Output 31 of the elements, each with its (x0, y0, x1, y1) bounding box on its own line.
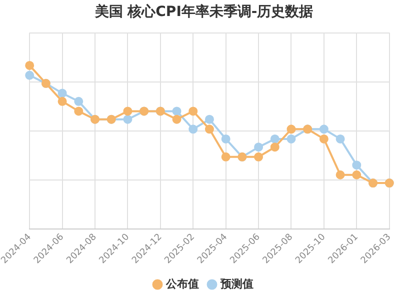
point (254, 142, 264, 152)
point (221, 134, 230, 144)
point (204, 124, 214, 134)
point (221, 152, 230, 162)
point (352, 160, 362, 170)
point (74, 106, 84, 116)
point (58, 88, 67, 98)
point (286, 124, 296, 134)
point (319, 124, 328, 134)
point (172, 114, 182, 124)
point (286, 134, 296, 144)
point (172, 106, 182, 116)
point (188, 124, 198, 134)
legend-label: 公布值 (165, 277, 199, 290)
point (254, 152, 264, 162)
chart-title: 美国 核心CPI年率未季调-历史数据 (94, 3, 314, 20)
point (123, 114, 132, 124)
point (336, 170, 345, 180)
point (319, 134, 328, 144)
point (58, 96, 67, 106)
point (352, 170, 362, 180)
point (25, 70, 34, 80)
point (74, 96, 84, 106)
point (270, 142, 280, 152)
legend-label: 预测值 (220, 277, 254, 290)
point (270, 134, 280, 144)
point (188, 106, 198, 116)
point (204, 114, 214, 124)
point (123, 106, 132, 116)
point (336, 134, 345, 144)
point (25, 60, 34, 70)
